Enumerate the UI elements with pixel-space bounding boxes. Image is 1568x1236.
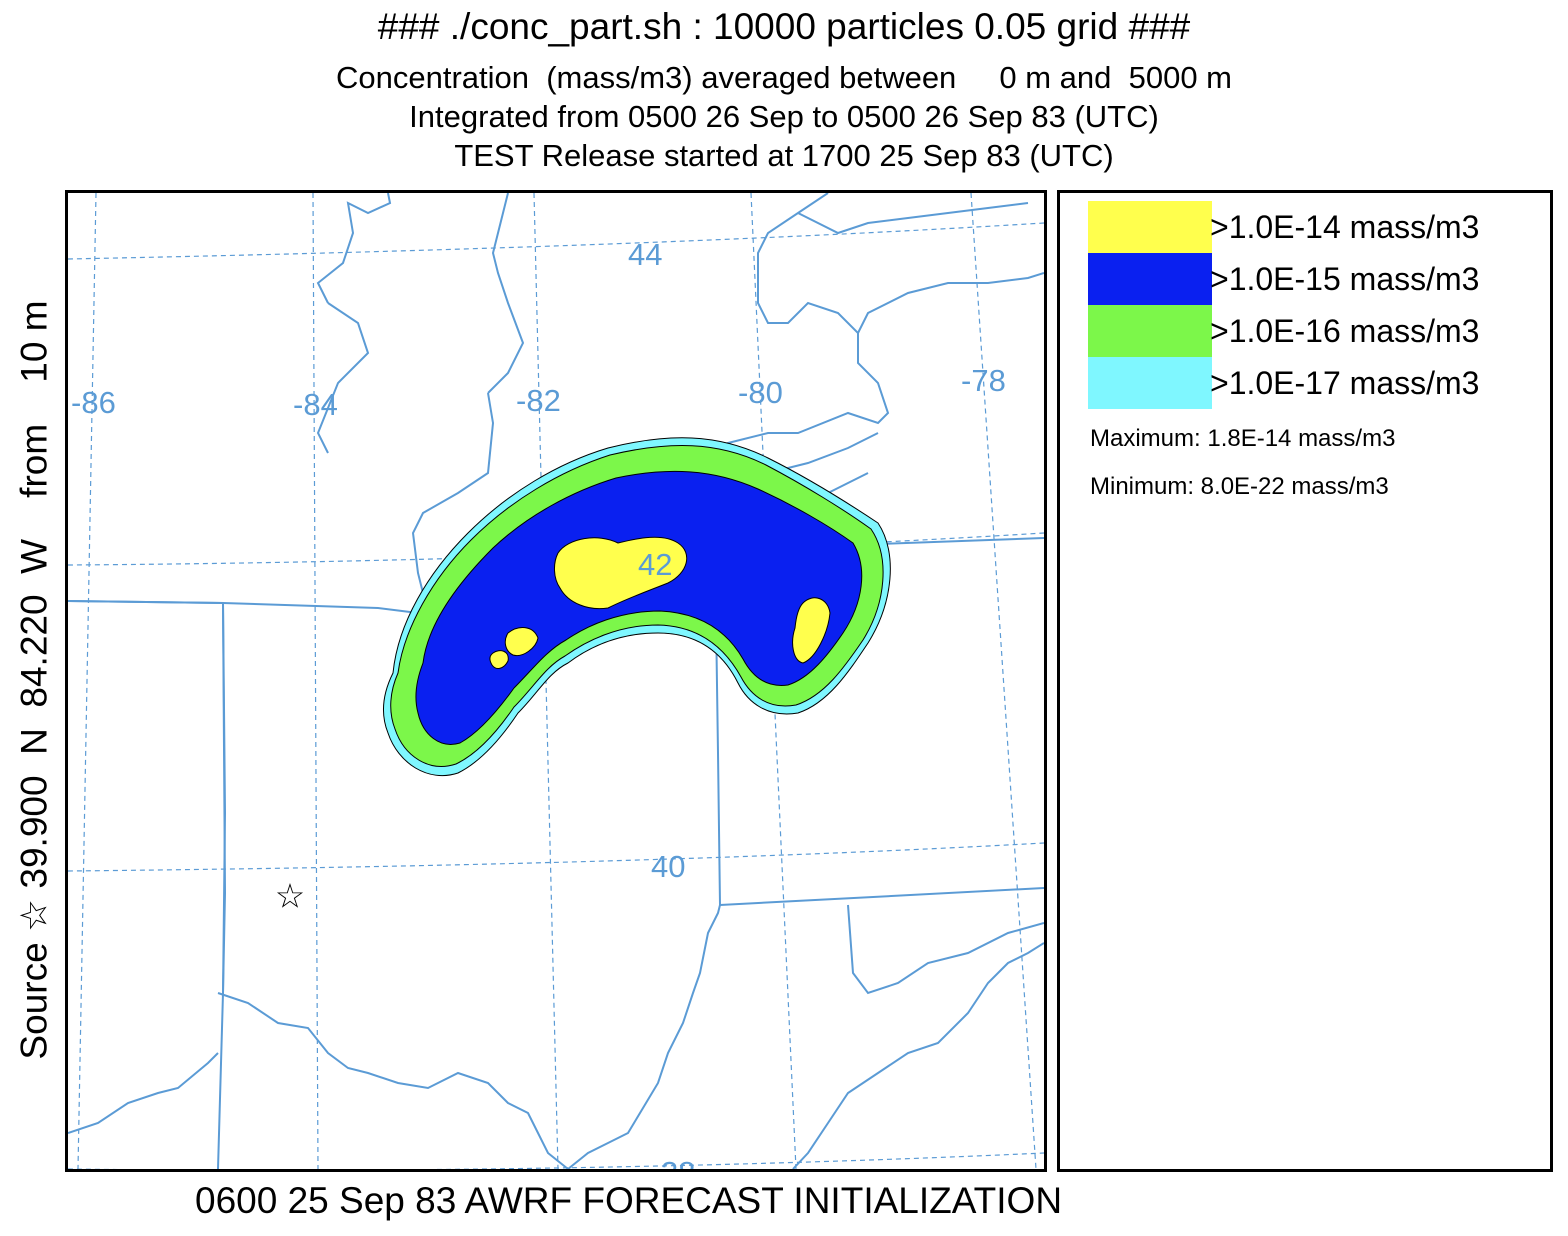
west-virginia-line — [792, 942, 1044, 1169]
parallel-40 — [68, 842, 1044, 872]
maximum-value: Maximum: 1.8E-14 mass/m3 — [1090, 425, 1396, 452]
lon-label-86: -86 — [71, 385, 116, 420]
indiana-ohio-border — [217, 602, 227, 1169]
lon-label-82: -82 — [516, 383, 561, 418]
ontario-north — [797, 202, 1029, 235]
parallel-44 — [68, 222, 1044, 260]
forecast-initialization: 0600 25 Sep 83 AWRF FORECAST INITIALIZAT… — [195, 1180, 1063, 1221]
release-start: TEST Release started at 1700 25 Sep 83 (… — [454, 138, 1114, 173]
meridian-78 — [970, 193, 1037, 1169]
lon-label-80: -80 — [738, 375, 783, 410]
concentration-description: Concentration (mass/m3) averaged between… — [335, 60, 1233, 95]
lake-huron-east — [487, 193, 525, 394]
legend-swatch-yellow — [1088, 201, 1212, 253]
lon-label-78: -78 — [961, 363, 1006, 398]
pennsylvania-south-border — [719, 887, 1044, 906]
lat-label-40: 40 — [651, 849, 685, 884]
map-panel[interactable]: ☆ -86 -84 -82 -80 -78 44 42 40 38 — [65, 190, 1047, 1172]
source-location-text: Source ☆ 39.900 N 84.220 W from 10 m — [13, 300, 55, 1060]
meridian-84 — [312, 193, 319, 1169]
legend-swatch-green — [1088, 305, 1212, 357]
legend-label: >1.0E-16 mass/m3 — [1210, 313, 1480, 349]
legend-label: >1.0E-15 mass/m3 — [1210, 261, 1480, 297]
legend-swatch-blue — [1088, 253, 1212, 305]
legend-row-1e-16: >1.0E-16 mass/m3 — [1088, 305, 1550, 357]
kentucky-line — [68, 1052, 219, 1134]
concentration-map: ☆ -86 -84 -82 -80 -78 44 42 40 38 — [68, 193, 1044, 1169]
lon-label-84: -84 — [293, 387, 338, 422]
lake-ontario — [857, 272, 1044, 334]
lat-label-44: 44 — [628, 237, 662, 272]
lake-michigan-shore — [68, 600, 227, 994]
legend-label: >1.0E-17 mass/m3 — [1210, 365, 1480, 401]
graticule — [68, 193, 1044, 1169]
legend-row-1e-15: >1.0E-15 mass/m3 — [1088, 253, 1550, 305]
michigan-ohio-border — [68, 600, 449, 624]
plume-contour-1e-15 — [415, 470, 863, 745]
ohio-river-upper — [567, 904, 721, 1169]
plume-contour-1e-14 — [489, 536, 831, 669]
lake-huron-shore — [316, 193, 392, 304]
graticule-labels: -86 -84 -82 -80 -78 44 42 40 38 — [71, 237, 1006, 1169]
plot-title: ### ./conc_part.sh : 10000 particles 0.0… — [377, 6, 1191, 47]
minimum-value: Minimum: 8.0E-22 mass/m3 — [1090, 473, 1389, 500]
legend-row-1e-14: >1.0E-14 mass/m3 — [1088, 201, 1550, 253]
source-star-icon: ☆ — [275, 877, 305, 917]
ohio-river — [217, 992, 569, 1169]
legend-panel: >1.0E-14 mass/m3 >1.0E-15 mass/m3 >1.0E-… — [1057, 190, 1553, 1172]
legend-row-1e-17: >1.0E-17 mass/m3 — [1088, 357, 1550, 409]
detroit-river — [411, 392, 495, 624]
lat-label-38: 38 — [661, 1155, 695, 1169]
legend-label: >1.0E-14 mass/m3 — [1210, 209, 1480, 245]
lat-label-42: 42 — [638, 547, 672, 582]
legend-swatch-cyan — [1088, 357, 1212, 409]
meridian-86 — [77, 193, 97, 1169]
integration-period: Integrated from 0500 26 Sep to 0500 26 S… — [409, 99, 1159, 134]
parallel-38 — [68, 1152, 1044, 1169]
boundaries — [68, 193, 1044, 1169]
saginaw-shore — [316, 302, 370, 454]
maryland-line — [847, 904, 1044, 995]
